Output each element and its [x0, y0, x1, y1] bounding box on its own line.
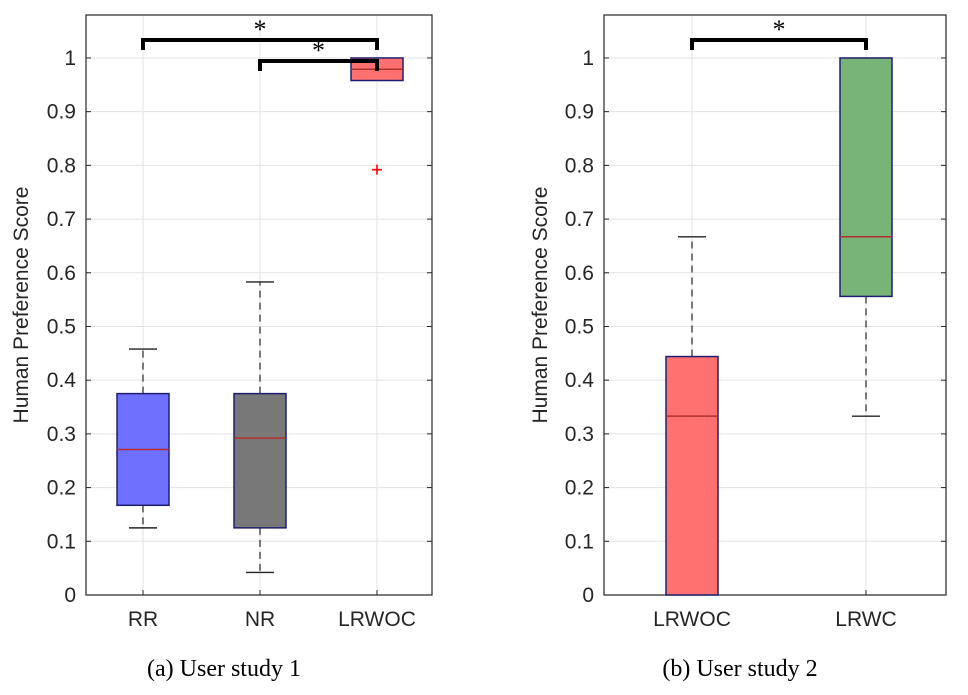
- y-tick-label: 0.6: [565, 262, 594, 285]
- y-tick-label: 0: [64, 584, 76, 607]
- y-tick-label: 0.7: [47, 208, 76, 231]
- x-tick-label: LRWOC: [338, 608, 416, 631]
- y-tick-label: 0.2: [565, 477, 594, 500]
- y-tick-label: 0.8: [47, 154, 76, 177]
- axes-frame: [603, 14, 947, 596]
- y-tick-label: 0.2: [47, 477, 76, 500]
- box-LRWOC: [665, 355, 719, 596]
- box-LRWC: [839, 57, 893, 298]
- y-tick-label: 0.3: [47, 423, 76, 446]
- y-axis-label: Human Preference Score: [10, 187, 33, 424]
- box-NR: [233, 392, 287, 529]
- significance-bracket: [141, 38, 379, 50]
- significance-star: *: [312, 36, 325, 65]
- y-tick-label: 0.8: [565, 154, 594, 177]
- y-tick-label: 0.4: [47, 369, 77, 392]
- significance-star: *: [773, 15, 786, 44]
- y-tick-label: 0.9: [565, 101, 594, 124]
- y-tick-label: 0.5: [47, 315, 76, 338]
- significance-bracket: [690, 38, 868, 50]
- x-tick-label: RR: [128, 608, 158, 631]
- y-tick-label: 0.3: [565, 423, 594, 446]
- y-tick-label: 0.4: [565, 369, 595, 392]
- y-tick-label: 0.7: [565, 208, 594, 231]
- y-tick-label: 0: [582, 584, 594, 607]
- x-tick-label: LRWC: [835, 608, 896, 631]
- y-axis-label: Human Preference Score: [529, 187, 552, 424]
- y-tick-label: 1: [582, 47, 594, 70]
- x-tick-label: NR: [245, 608, 275, 631]
- y-tick-label: 0.5: [565, 315, 594, 338]
- x-tick-label: LRWOC: [653, 608, 731, 631]
- significance-star: *: [254, 15, 267, 44]
- axes-frame: [85, 14, 433, 596]
- outlier-marker: [372, 164, 382, 175]
- y-tick-label: 0.9: [47, 101, 76, 124]
- y-tick-label: 0.1: [565, 530, 594, 553]
- panel-caption: (a) User study 1: [147, 656, 301, 682]
- y-tick-label: 0.6: [47, 262, 76, 285]
- panel-caption: (b) User study 2: [662, 656, 817, 682]
- significance-bracket: [258, 59, 379, 71]
- y-tick-label: 1: [64, 47, 76, 70]
- y-tick-label: 0.1: [47, 530, 76, 553]
